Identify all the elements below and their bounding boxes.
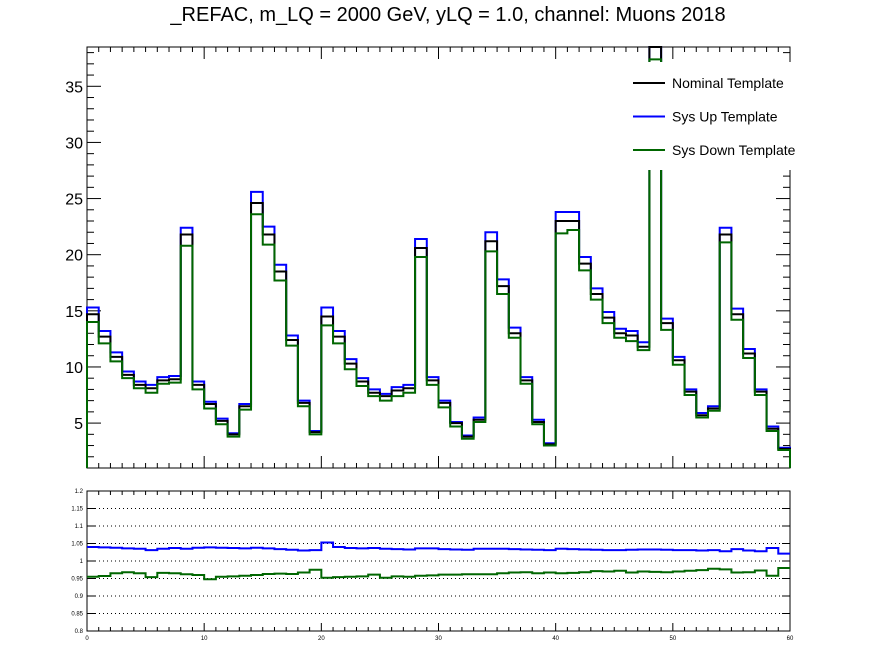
y-tick-label: 30 — [65, 135, 83, 152]
ratio-y-tick-label: 0.9 — [75, 594, 84, 600]
y-tick-label: 5 — [74, 416, 83, 433]
ratio-y-tick-label: 1.2 — [75, 489, 84, 495]
legend-label: Sys Down Template — [672, 142, 796, 158]
ratio-y-tick-label: 1.05 — [71, 542, 83, 548]
y-tick-label: 10 — [65, 360, 83, 377]
y-tick-label: 20 — [65, 248, 83, 265]
ratio-series-sys-down-template — [87, 567, 790, 581]
chart-title: _REFAC, m_LQ = 2000 GeV, yLQ = 1.0, chan… — [170, 4, 726, 26]
ratio-y-tick-label: 0.95 — [71, 577, 83, 583]
ratio-x-tick-label: 40 — [552, 636, 559, 642]
ratio-y-tick-label: 0.85 — [71, 612, 83, 618]
ratio-frame — [86, 490, 791, 632]
ratio-x-tick-label: 60 — [787, 636, 794, 642]
ratio-x-tick-label: 20 — [318, 636, 325, 642]
ratio-x-tick-label: 30 — [435, 636, 442, 642]
legend-label: Sys Up Template — [672, 109, 778, 125]
ratio-x-tick-label: 50 — [669, 636, 676, 642]
y-tick-label: 15 — [65, 304, 83, 321]
ratio-x-tick-label: 0 — [85, 636, 89, 642]
ratio-x-tick-label: 10 — [201, 636, 208, 642]
ratio-series-sys-up-template — [87, 541, 790, 555]
upper-pad: 5 10 15 20 25 30 35 — [65, 46, 791, 469]
y-tick-label: 25 — [65, 192, 83, 209]
ratio-y-tick-label: 0.8 — [75, 629, 84, 635]
ratio-y-tick-label: 1.15 — [71, 507, 83, 513]
ratio-y-tick-label: 1 — [80, 559, 84, 565]
ratio-pad: 0.8 0.85 0.9 0.95 1 1.05 1.1 1.15 1.2 0 10 20 30 40 50… — [71, 489, 794, 642]
legend-label: Nominal Template — [672, 75, 784, 91]
ratio-y-tick-label: 1.1 — [75, 524, 84, 530]
series-sys-down-template — [86, 58, 791, 468]
legend: Nominal Template Sys Up Template Sys Down … — [622, 62, 802, 170]
y-tick-label: 35 — [65, 79, 83, 96]
